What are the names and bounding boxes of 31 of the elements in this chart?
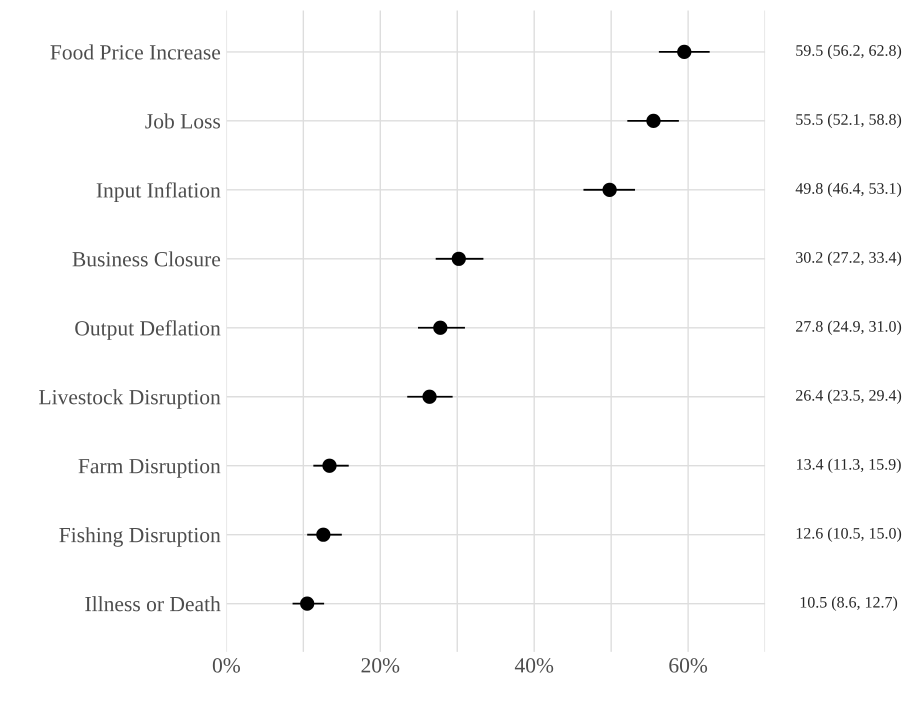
data-label: 30.2 (27.2, 33.4) — [796, 252, 902, 266]
data-label: 12.6 (10.5, 15.0) — [796, 527, 902, 542]
y-tick-label: Livestock Disruption — [39, 389, 220, 409]
point — [433, 320, 448, 335]
data-label: 49.8 (46.4, 53.1) — [796, 182, 902, 198]
point — [452, 252, 466, 266]
y-tick-label: Input Inflation — [96, 182, 220, 202]
data-label: 27.8 (24.9, 31.0) — [796, 320, 902, 336]
x-tick-label: 0% — [212, 658, 240, 673]
y-tick-label: Job Loss — [145, 113, 220, 129]
data-label: 10.5 (8.6, 12.7) — [800, 596, 898, 611]
point — [300, 596, 314, 611]
data-label: 55.5 (52.1, 58.8) — [796, 114, 902, 128]
point — [602, 182, 617, 197]
point — [422, 390, 437, 404]
data-label: 26.4 (23.5, 29.4) — [796, 390, 902, 404]
point — [677, 44, 692, 60]
y-tick-label: Output Deflation — [75, 320, 220, 340]
data-label: 13.4 (11.3, 15.9) — [797, 458, 901, 473]
y-tick-label: Food Price Increase — [50, 44, 220, 60]
y-tick-label: Fishing Disruption — [59, 527, 220, 547]
point — [316, 528, 330, 542]
y-tick-label: Business Closure — [72, 251, 220, 266]
y-tick-label: Farm Disruption — [78, 458, 220, 478]
point — [322, 458, 337, 473]
x-tick-label: 20% — [362, 658, 400, 673]
x-tick-label: 60% — [669, 658, 708, 673]
y-tick-label: Illness or Death — [85, 596, 221, 612]
data-label: 59.5 (56.2, 62.8) — [796, 44, 902, 60]
x-tick-label: 40% — [514, 658, 554, 673]
point — [646, 114, 661, 128]
